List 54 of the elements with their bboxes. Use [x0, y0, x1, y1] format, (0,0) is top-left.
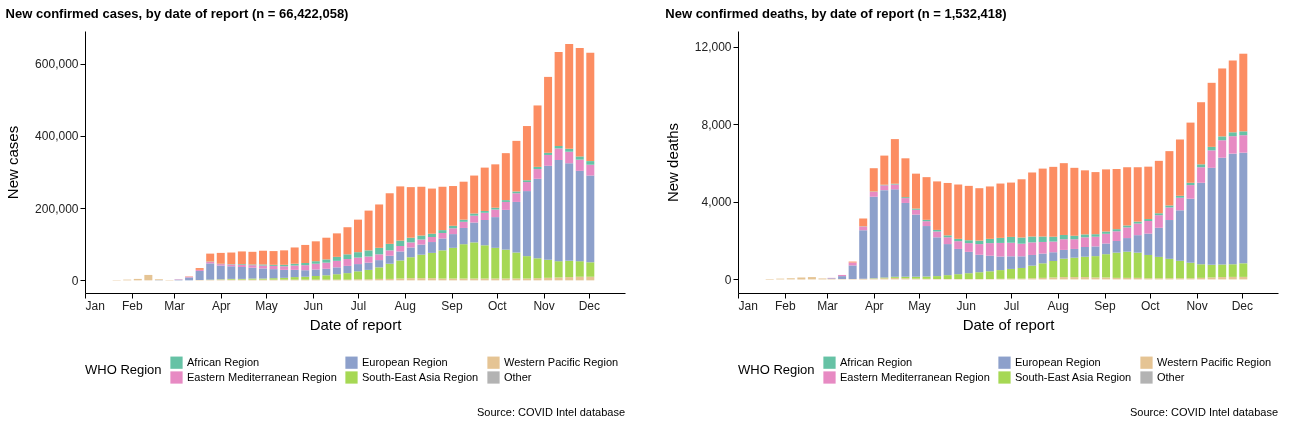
x-tick-label: Oct [1140, 298, 1161, 313]
x-tick-label: Mar [164, 298, 185, 313]
legend-label: Eastern Mediterranean Region [187, 370, 337, 383]
x-tick-label: Aug [394, 298, 416, 313]
x-tick-label: Aug [1047, 298, 1069, 313]
legend-title: WHO Region [85, 362, 162, 377]
x-tick-label: Dec [1231, 298, 1253, 313]
y-tick-label: 400,000 [35, 129, 79, 144]
y-tick-label: 200,000 [35, 201, 79, 216]
legend-label: African Region [840, 355, 913, 368]
x-tick-label: Jul [350, 298, 367, 313]
y-axis-title: New deaths [663, 122, 681, 203]
x-tick-label: Jun [303, 298, 323, 313]
y-axis-title: New cases [4, 125, 22, 200]
y-tick-label: 600,000 [35, 57, 79, 72]
y-tick-label: 8,000 [701, 117, 732, 132]
legend-label: Eastern Mediterranean Region [840, 370, 990, 383]
legend-label: South-East Asia Region [362, 370, 479, 383]
legend-title: WHO Region [738, 362, 815, 377]
x-axis-title: Date of report [309, 315, 403, 333]
legend-label: African Region [187, 355, 260, 368]
legend-label: European Region [1015, 355, 1101, 368]
chart-title: New confirmed cases, by date of report (n = 66,422,058) [5, 6, 349, 21]
x-tick-label: Nov [533, 298, 555, 313]
chart-title: New confirmed deaths, by date of report (n = 1,532,418) [665, 6, 1007, 21]
x-tick-label: Sep [1094, 298, 1117, 313]
x-tick-label: May [255, 298, 278, 313]
y-tick-label: 0 [71, 273, 79, 288]
x-tick-label: Feb [774, 298, 796, 313]
x-tick-label: Jan [738, 298, 758, 313]
x-tick-label: Jul [1003, 298, 1020, 313]
x-tick-label: Feb [121, 298, 143, 313]
source-note: Source: COVID Intel database [477, 406, 625, 418]
y-tick-label: 4,000 [701, 195, 732, 210]
x-tick-label: Mar [817, 298, 838, 313]
legend-label: European Region [362, 355, 448, 368]
legend-label: Western Pacific Region [504, 355, 619, 368]
source-note: Source: COVID Intel database [1130, 406, 1278, 418]
x-tick-label: Apr [864, 298, 884, 313]
x-tick-label: Jan [85, 298, 105, 313]
x-tick-label: Dec [578, 298, 600, 313]
x-tick-label: Apr [211, 298, 231, 313]
legend-label: Western Pacific Region [1157, 355, 1272, 368]
legend-label: Other [1157, 370, 1185, 383]
x-tick-label: May [908, 298, 931, 313]
y-tick-label: 0 [724, 272, 732, 287]
x-tick-label: Sep [441, 298, 464, 313]
legend-label: Other [504, 370, 532, 383]
x-axis-title: Date of report [962, 315, 1056, 333]
x-tick-label: Nov [1186, 298, 1208, 313]
y-tick-label: 12,000 [694, 40, 732, 55]
x-tick-label: Oct [487, 298, 508, 313]
x-tick-label: Jun [956, 298, 976, 313]
legend-label: South-East Asia Region [1015, 370, 1132, 383]
